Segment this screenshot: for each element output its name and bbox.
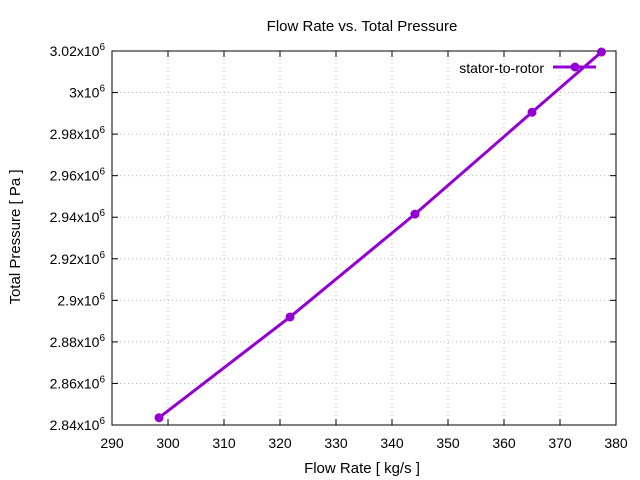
data-point — [596, 47, 606, 57]
legend-marker — [570, 62, 580, 72]
legend-label: stator-to-rotor — [459, 60, 544, 76]
x-tick-label: 310 — [212, 435, 236, 451]
x-tick-label: 300 — [156, 435, 180, 451]
y-tick-label: 2.84x106 — [50, 416, 106, 433]
x-axis-tick-labels: 290 300 310 320 330 340 350 360 370 380 — [100, 435, 628, 451]
x-tick-label: 320 — [268, 435, 292, 451]
plot-area-border — [111, 50, 617, 426]
axis-ticks — [111, 50, 617, 426]
y-tick-label: 2.94x106 — [50, 208, 106, 225]
data-point — [410, 209, 420, 219]
data-point — [285, 312, 295, 322]
y-tick-label: 2.9x106 — [57, 291, 105, 308]
x-tick-label: 360 — [492, 435, 516, 451]
y-tick-label: 2.96x106 — [50, 167, 106, 184]
legend: stator-to-rotor — [459, 60, 596, 76]
y-tick-label: 2.86x106 — [50, 374, 106, 391]
x-axis-title: Flow Rate [ kg/s ] — [304, 460, 420, 477]
y-tick-label: 2.98x106 — [50, 125, 106, 142]
x-tick-label: 380 — [604, 435, 628, 451]
series-layer — [154, 47, 606, 423]
y-axis-tick-labels: 2.84x106 2.86x106 2.88x106 2.9x106 2.92x106 2… — [50, 42, 106, 433]
x-tick-label: 290 — [100, 435, 124, 451]
data-point — [527, 107, 537, 117]
series-line — [158, 50, 603, 419]
y-axis-title: Total Pressure [ Pa ] — [7, 169, 24, 304]
y-tick-label: 2.88x106 — [50, 333, 106, 350]
chart-title: Flow Rate vs. Total Pressure — [267, 18, 458, 35]
y-tick-label: 2.92x106 — [50, 250, 106, 267]
x-tick-label: 370 — [548, 435, 572, 451]
grid — [112, 51, 616, 425]
x-tick-label: 350 — [436, 435, 460, 451]
data-point — [154, 413, 164, 423]
y-tick-label: 3.02x106 — [50, 42, 106, 59]
x-tick-label: 330 — [324, 435, 348, 451]
y-tick-label: 3x106 — [69, 84, 105, 101]
x-tick-label: 340 — [380, 435, 404, 451]
